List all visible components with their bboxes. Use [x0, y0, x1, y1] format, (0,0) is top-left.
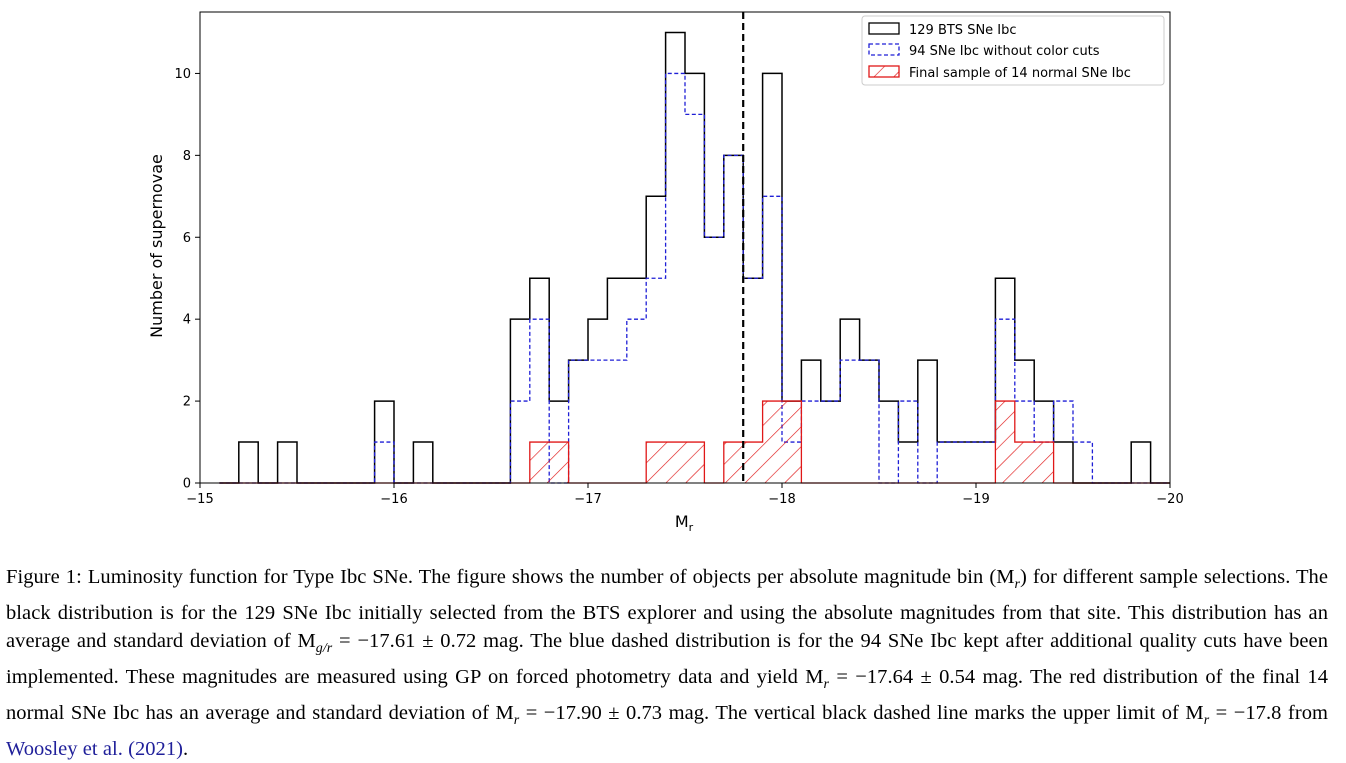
caption-sub-3: r: [823, 677, 830, 693]
figure-label: Figure 1:: [6, 566, 82, 588]
x-tick-label: −20: [1156, 492, 1183, 507]
caption-sub-5: r: [1203, 713, 1210, 729]
series-bts: [219, 31, 1170, 484]
y-tick-label: 8: [183, 149, 191, 164]
x-tick-label: −15: [186, 492, 213, 507]
plot-frame: [199, 11, 1171, 484]
histogram-bin: [627, 319, 646, 483]
histogram-bin: [646, 442, 666, 483]
caption-text-5: = −17.90 ± 0.73 mag. The vertical black …: [519, 702, 1204, 725]
histogram-bin: [1014, 442, 1035, 483]
caption-text-2: ) for different sample selections. The b…: [6, 566, 1329, 653]
y-tick-label: 4: [183, 313, 191, 328]
histogram-bin: [529, 442, 550, 483]
series-no-color-cuts: [219, 72, 1170, 484]
histogram-bin: [510, 401, 529, 483]
legend-swatch-final-sample: [868, 65, 900, 78]
caption-sub-2: g/r: [315, 641, 333, 657]
histogram-bin: [957, 442, 976, 483]
histogram-bin: [918, 360, 937, 483]
histogram-bin: [743, 442, 763, 483]
histogram-bin: [685, 442, 705, 483]
histogram-bin: [704, 237, 723, 483]
histogram-bin: [801, 401, 820, 483]
y-tick-label: 6: [183, 231, 191, 246]
y-tick-label: 2: [183, 395, 191, 410]
legend: 129 BTS SNe Ibc 94 SNe Ibc without color…: [861, 15, 1165, 86]
histogram-bin: [413, 442, 432, 483]
luminosity-histogram: −15 −16 −17 −18 −19 −20 0 2 4 6 8 10 129 BTS SNe Ib…: [147, 11, 1184, 534]
y-axis-label: Number of supernovae: [147, 154, 166, 338]
histogram-bin: [278, 442, 297, 483]
histogram-bin: [588, 360, 607, 483]
x-axis-label: Mr: [675, 512, 694, 534]
histogram-bin: [860, 360, 879, 483]
histogram-bin: [782, 401, 802, 483]
x-tick-label: −16: [380, 492, 407, 507]
histogram-bin: [666, 73, 685, 483]
legend-swatch-no-color-cuts: [868, 43, 900, 56]
caption-sub-4: r: [513, 713, 520, 729]
x-tick-label: −19: [962, 492, 989, 507]
legend-label-bts: 129 BTS SNe Ibc: [909, 23, 1017, 38]
histogram-bin: [762, 401, 782, 483]
legend-label-final-sample: Final sample of 14 normal SNe Ibc: [909, 66, 1131, 81]
histogram-bin: [995, 401, 1015, 483]
histogram-bin: [879, 401, 898, 483]
histogram-bin: [937, 442, 956, 483]
caption-text-1: Luminosity function for Type Ibc SNe. Th…: [81, 566, 1015, 588]
histogram-bin: [898, 401, 917, 483]
x-tick-label: −17: [574, 492, 601, 507]
y-tick-label: 0: [183, 477, 191, 492]
histogram-bin: [1054, 401, 1073, 483]
x-tick-label: −18: [768, 492, 795, 507]
axes: −15 −16 −17 −18 −19 −20 0 2 4 6 8 10: [174, 11, 1184, 507]
histogram-bin: [1034, 442, 1054, 483]
histogram-bin: [375, 442, 394, 483]
legend-swatch-bts: [868, 22, 900, 35]
histogram-bin: [569, 360, 588, 483]
legend-label-no-color-cuts: 94 SNe Ibc without color cuts: [909, 44, 1100, 59]
citation-link[interactable]: Woosley et al. (2021): [6, 738, 184, 761]
caption-text-3: = −17.61 ± 0.72 mag. The blue dashed dis…: [6, 630, 1329, 689]
caption-sub-1: r: [1014, 577, 1020, 593]
histogram-bin: [607, 360, 626, 483]
histogram-bin: [685, 114, 704, 483]
y-tick-label: 10: [174, 67, 191, 82]
figure-caption: Figure 1: Luminosity function for Type I…: [6, 563, 1328, 763]
caption-text-7: .: [183, 738, 189, 761]
histogram-bin: [840, 360, 859, 483]
series-outline-bts: [219, 31, 1170, 484]
histogram-bin: [723, 442, 744, 483]
histogram-bin: [976, 442, 995, 483]
histogram-bin: [665, 442, 685, 483]
histogram-bin: [1073, 442, 1092, 483]
histogram-bin: [821, 401, 840, 483]
legend-frame: [861, 15, 1165, 86]
histogram-bin: [549, 442, 569, 483]
histogram-bin: [724, 155, 743, 483]
histogram-bin: [1131, 442, 1150, 483]
caption-text-6: = −17.8 from: [1209, 702, 1328, 725]
histogram-bin: [239, 442, 258, 483]
caption-text-4: = −17.64 ± 0.54 mag. The red distributio…: [6, 666, 1328, 725]
